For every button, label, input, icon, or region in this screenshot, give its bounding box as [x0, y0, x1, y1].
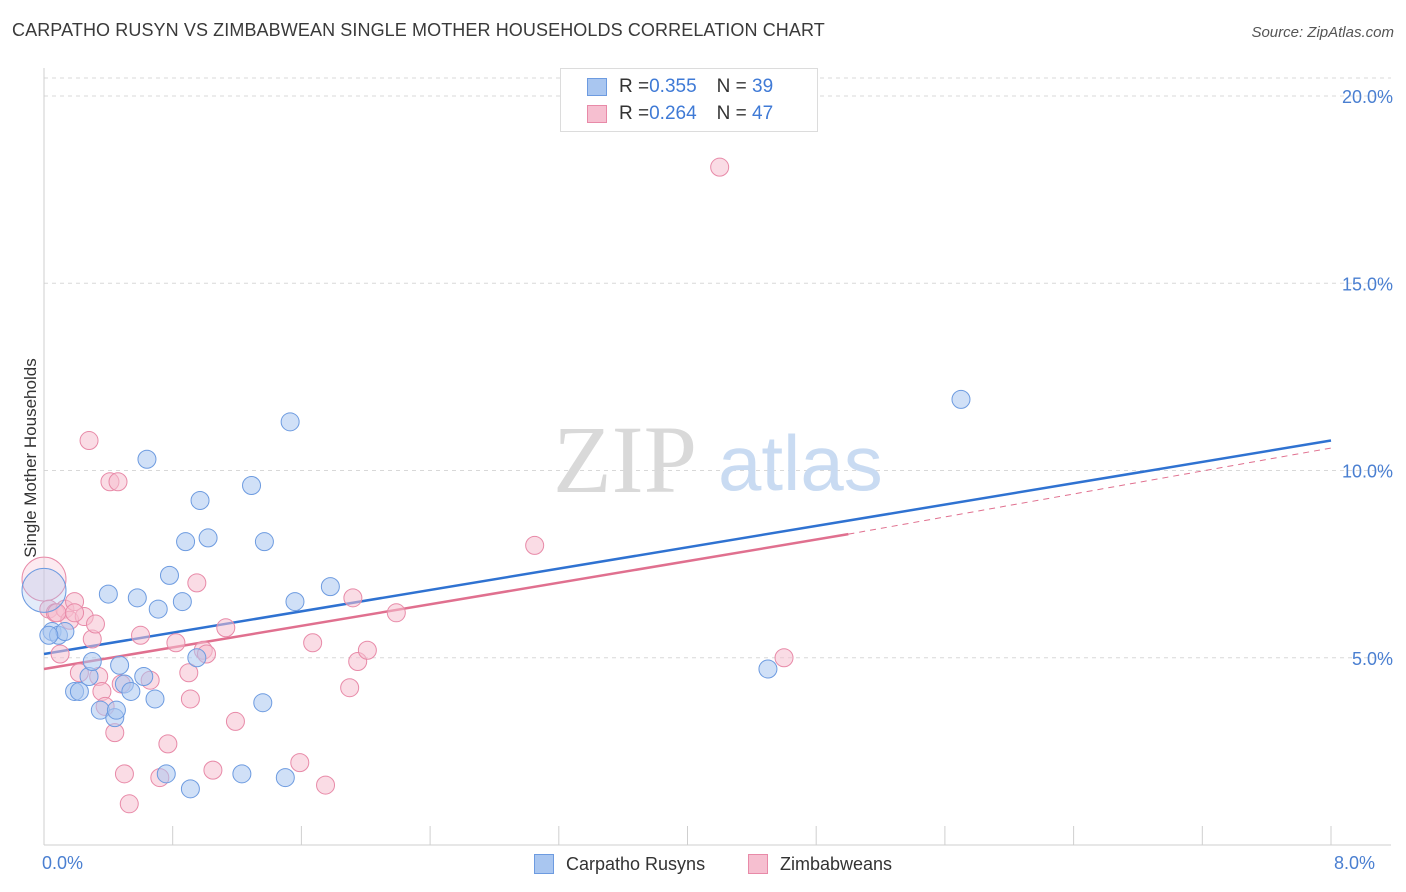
- bottom-legend-zimbabwean: Zimbabweans: [748, 852, 892, 876]
- legend-n-value: 47: [752, 103, 774, 124]
- point-zimbabwean: [187, 573, 207, 593]
- point-zimbabwean: [203, 760, 223, 780]
- point-zimbabwean: [131, 625, 151, 645]
- point-carpatho: [137, 449, 157, 469]
- legend-swatch-blue: [587, 78, 607, 96]
- point-carpatho: [98, 584, 118, 604]
- point-zimbabwean: [710, 157, 730, 177]
- trend-line-zimbabwean: [43, 532, 849, 671]
- point-zimbabwean: [386, 603, 406, 623]
- point-zimbabwean: [180, 689, 200, 709]
- legend-n-label: N =: [716, 76, 753, 97]
- point-zimbabwean: [119, 794, 139, 814]
- point-carpatho: [134, 666, 154, 686]
- axes: [43, 68, 1391, 846]
- trend-line-carpatho: [43, 439, 1332, 656]
- point-carpatho: [82, 651, 102, 671]
- bottom-legend-swatch-pink: [748, 854, 768, 874]
- point-zimbabwean: [108, 472, 128, 492]
- point-carpatho: [180, 779, 200, 799]
- legend-n-value: 39: [752, 76, 774, 97]
- legend-row-carpatho: R = 0.355 N = 39: [587, 75, 773, 99]
- point-zimbabwean: [85, 614, 105, 634]
- point-carpatho: [253, 693, 273, 713]
- bottom-legend-label: Carpatho Rusyns: [566, 853, 706, 874]
- y-tick-label: 20.0%: [1342, 87, 1393, 107]
- point-carpatho: [280, 412, 300, 432]
- point-carpatho: [39, 625, 59, 645]
- y-tick-label: 5.0%: [1352, 649, 1393, 669]
- legend-row-zimbabwean: R = 0.264 N = 47: [587, 102, 773, 126]
- point-carpatho: [172, 592, 192, 612]
- point-carpatho: [320, 577, 340, 597]
- legend: R = 0.355 N = 39 R = 0.264 N = 47: [560, 68, 818, 132]
- y-tick-label: 10.0%: [1342, 462, 1393, 482]
- point-carpatho: [242, 475, 262, 495]
- legend-swatch-pink: [587, 105, 607, 123]
- point-carpatho: [232, 764, 252, 784]
- point-zimbabwean: [50, 644, 70, 664]
- point-carpatho: [127, 588, 147, 608]
- x-tick-max: 8.0%: [1334, 853, 1376, 873]
- point-zimbabwean: [65, 603, 85, 623]
- point-carpatho: [110, 655, 130, 675]
- point-zimbabwean: [303, 633, 323, 653]
- point-zimbabwean: [290, 753, 310, 773]
- point-zimbabwean: [166, 633, 186, 653]
- legend-r-label: R =: [619, 76, 650, 97]
- legend-n-label: N =: [716, 103, 753, 124]
- point-carpatho: [156, 764, 176, 784]
- point-carpatho: [198, 528, 218, 548]
- data-points: [21, 157, 971, 814]
- y-tick-label: 15.0%: [1342, 274, 1393, 294]
- point-zimbabwean: [340, 678, 360, 698]
- point-zimbabwean: [357, 640, 377, 660]
- y-axis-label: Single Mother Households: [21, 358, 40, 557]
- point-carpatho: [121, 681, 141, 701]
- trend-line-zimbabwean-extension: [848, 447, 1332, 535]
- point-zimbabwean: [525, 535, 545, 555]
- point-carpatho: [190, 490, 210, 510]
- point-carpatho: [55, 622, 75, 642]
- bottom-legend-label: Zimbabweans: [780, 853, 893, 874]
- point-zimbabwean: [179, 663, 199, 683]
- legend-r-label: R =: [619, 103, 650, 124]
- watermark-atlas: atlas: [718, 419, 883, 507]
- point-zimbabwean: [225, 711, 245, 731]
- point-carpatho: [285, 592, 305, 612]
- point-carpatho: [275, 768, 295, 788]
- legend-r-value: 0.355: [649, 76, 697, 97]
- legend-r-value: 0.264: [649, 103, 697, 124]
- watermark-zip: ZIP: [553, 406, 697, 513]
- point-carpatho: [758, 659, 778, 679]
- point-zimbabwean: [114, 764, 134, 784]
- chart-title: CARPATHO RUSYN VS ZIMBABWEAN SINGLE MOTH…: [12, 20, 825, 40]
- point-zimbabwean: [343, 588, 363, 608]
- bottom-legend-swatch-blue: [534, 854, 554, 874]
- point-carpatho: [21, 567, 67, 613]
- point-zimbabwean: [158, 734, 178, 754]
- y-tick-labels: 5.0% 10.0% 15.0% 20.0%: [1342, 87, 1393, 669]
- point-carpatho: [254, 532, 274, 552]
- point-carpatho: [951, 389, 971, 409]
- point-zimbabwean: [774, 648, 794, 668]
- point-zimbabwean: [79, 431, 99, 451]
- point-carpatho: [69, 681, 89, 701]
- point-carpatho: [148, 599, 168, 619]
- point-carpatho: [159, 565, 179, 585]
- point-carpatho: [176, 532, 196, 552]
- bottom-legend-carpatho: Carpatho Rusyns: [534, 852, 705, 876]
- point-zimbabwean: [216, 618, 236, 638]
- point-zimbabwean: [316, 775, 336, 795]
- point-carpatho: [145, 689, 165, 709]
- source-label: Source: ZipAtlas.com: [1251, 24, 1394, 41]
- x-tick-min: 0.0%: [42, 853, 84, 873]
- point-carpatho: [187, 648, 207, 668]
- point-carpatho: [106, 700, 126, 720]
